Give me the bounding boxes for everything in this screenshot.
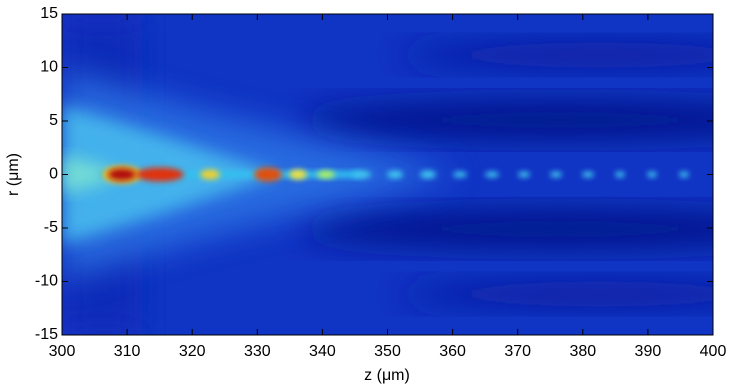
y-tick-label: 10 — [40, 59, 58, 76]
x-tick-label: 380 — [569, 343, 596, 360]
y-axis-label: r (μm) — [5, 153, 22, 196]
x-tick-label: 340 — [309, 343, 336, 360]
field-image — [62, 14, 713, 335]
x-tick-label: 310 — [114, 343, 141, 360]
x-tick-label: 320 — [179, 343, 206, 360]
y-tick-label: 15 — [40, 5, 58, 22]
x-tick-label: 360 — [439, 343, 466, 360]
x-tick-label: 330 — [244, 343, 271, 360]
y-tick-label: -5 — [44, 219, 58, 236]
y-tick-label: 5 — [49, 112, 58, 129]
y-tick-label: 0 — [49, 166, 58, 183]
y-tick-label: -10 — [35, 273, 58, 290]
x-tick-label: 350 — [374, 343, 401, 360]
x-tick-label: 400 — [700, 343, 727, 360]
x-axis-label: z (μm) — [364, 367, 410, 384]
x-tick-label: 370 — [504, 343, 531, 360]
y-tick-label: -15 — [35, 326, 58, 343]
x-tick-label: 390 — [635, 343, 662, 360]
x-tick-label: 300 — [49, 343, 76, 360]
